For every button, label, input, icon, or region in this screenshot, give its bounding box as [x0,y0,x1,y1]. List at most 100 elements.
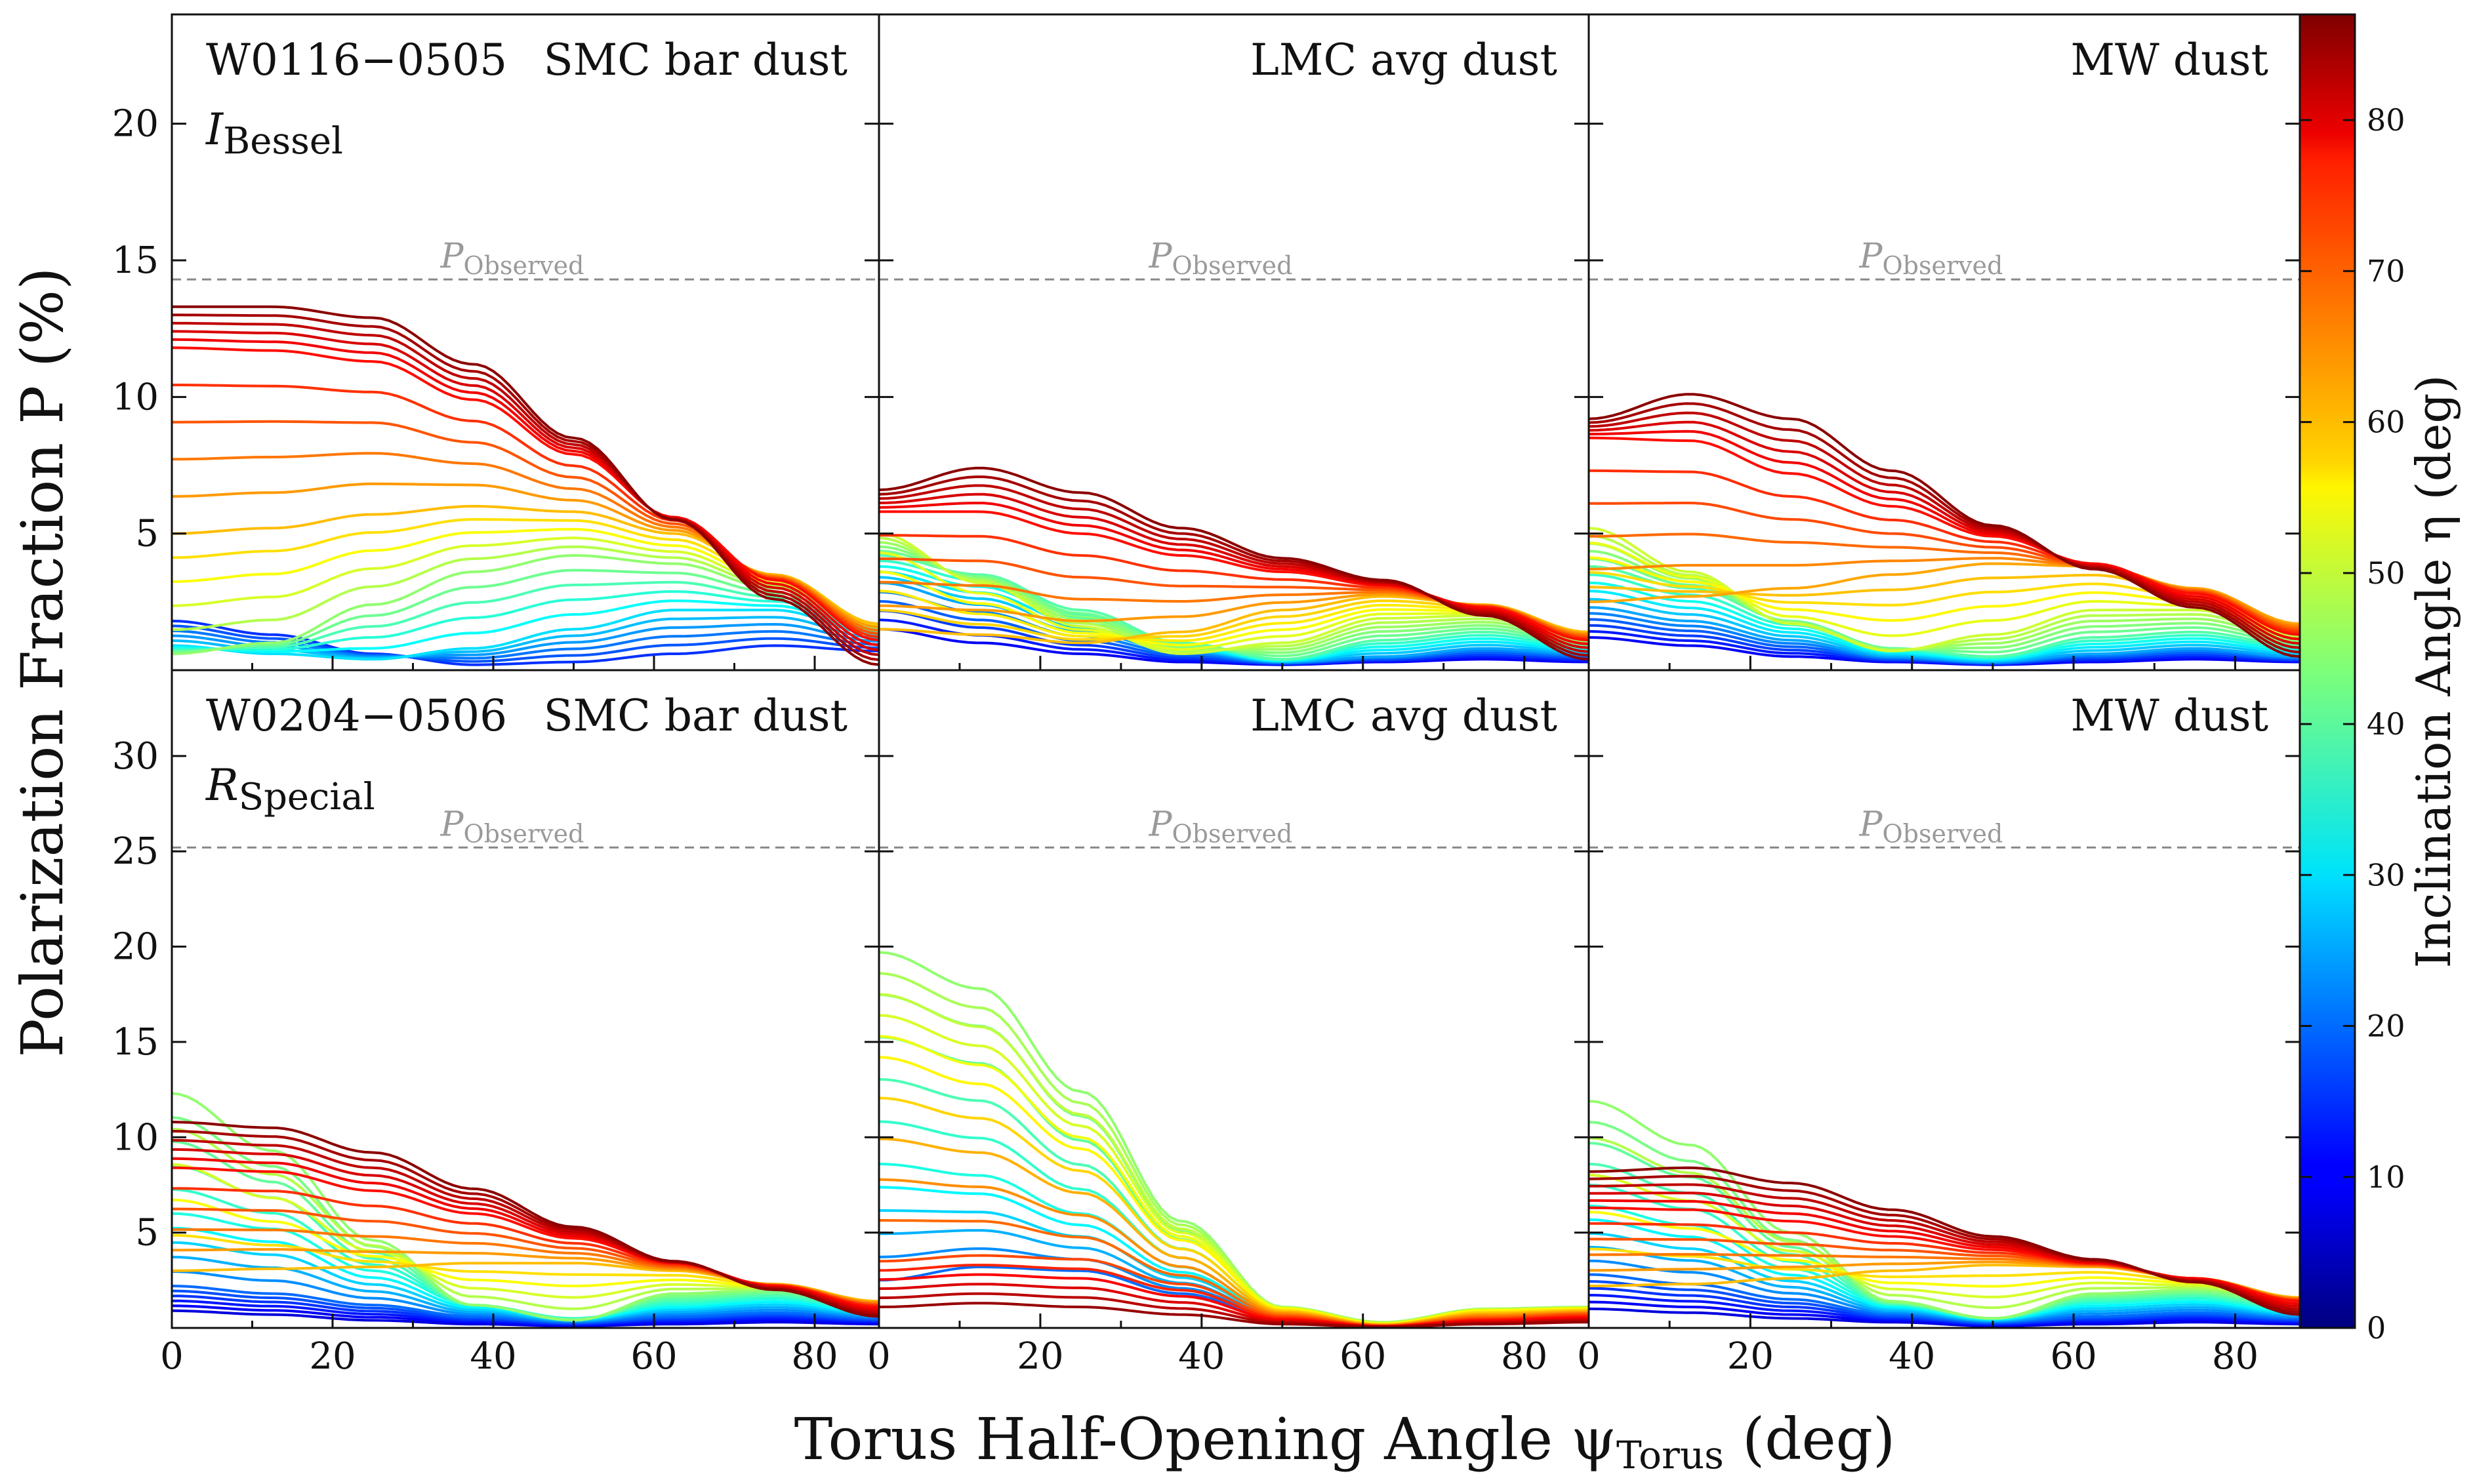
y-tick-label: 20 [112,103,159,146]
x-tick-label: 0 [867,1335,891,1378]
x-tick-label: 60 [2050,1335,2096,1378]
p-observed-label-sub: Observed [1883,251,2003,280]
x-tick-label: 20 [1017,1335,1063,1378]
series-line-eta-86 [879,466,1589,661]
y-tick-label: 10 [112,376,159,418]
series-line-eta-58 [879,1096,1589,1326]
x-tick-label: 60 [1339,1335,1386,1378]
p-observed-label-sub: Observed [464,819,584,848]
y-tick-label: 15 [112,1021,159,1064]
colorbar-tick-label: 10 [2367,1159,2405,1195]
series-line-eta-67 [879,1219,1589,1327]
series-line-eta-37 [1589,1184,2300,1320]
y-tick-label: 5 [135,1212,159,1254]
panel-0-0: PObserved 5 10 15 20 W0116−0505 IBessel SMC bar… [112,13,880,672]
y-tick-label: 10 [112,1116,159,1159]
series-line-eta-75 [879,510,1589,642]
y-tick-label: 25 [112,830,159,873]
panel-curves [879,466,1589,666]
series-line-eta-55 [879,1056,1589,1326]
dust-model-label: LMC avg dust [1250,35,1557,85]
series-line-eta-77 [1589,430,2300,641]
series-line-eta-82 [1589,411,2300,649]
panel-curves [172,1092,879,1328]
series-line-eta-77 [172,338,879,647]
x-axis-title-sub: Torus [1616,1433,1724,1477]
x-tick-label: 60 [630,1335,677,1378]
series-line-eta-45 [1589,1100,2300,1320]
series-line-eta-31 [1589,590,2300,662]
colorbar-tick-label: 30 [2367,857,2405,892]
y-axis-title: Polarization Fraction P (%) [9,268,76,1058]
p-observed-label: PObserved [1149,805,1293,848]
series-line-eta-86 [172,305,879,666]
dust-model-label: MW dust [2070,35,2268,85]
series-line-eta-54 [1589,1211,2300,1301]
panel-frame [878,13,1590,672]
x-axis-title-unit [1724,1405,1742,1473]
colorbar-tick-label: 20 [2367,1009,2405,1044]
y-tick-label: 30 [112,735,159,778]
colorbar-tick-label: 0 [2367,1310,2386,1346]
p-observed-label-main: P [1149,237,1173,276]
x-tick-label: 20 [309,1335,356,1378]
colorbar-tick-label: 60 [2367,405,2405,440]
colorbar-tick-label: 50 [2367,555,2405,591]
object-label: W0116−0505 [206,35,507,85]
p-observed-label: PObserved [440,237,584,280]
panel-1-1: PObserved 0 20 40 60 80 LMC avg dust [867,669,1590,1378]
series-line-eta-79 [172,330,879,652]
p-observed-label-main: P [440,237,464,276]
panel-curves [879,951,1589,1328]
y-tick-label: 15 [112,239,159,282]
series-line-eta-15 [172,620,879,666]
series-line-eta-85 [879,1302,1589,1328]
series-line-eta-82 [172,321,879,656]
panel-1-2: PObserved 0 20 40 60 80 MW dust [1577,669,2301,1378]
panel-curves [1589,1100,2300,1328]
series-line-eta-46 [1589,542,2300,652]
series-line-eta-46 [879,541,1589,651]
x-axis-title-main: Torus Half-Opening Angle ψ [794,1405,1616,1473]
x-tick-label: 40 [470,1335,516,1378]
y-tick-label: 5 [135,513,159,555]
colorbar: 0 10 20 30 40 50 60 70 80 Inclination Angle η (d… [2299,13,2461,1346]
panel-0-2: PObserved MW dust [1587,13,2301,672]
series-line-eta-23 [172,1270,879,1323]
x-tick-label: 80 [2212,1335,2258,1378]
band-label-sub: Special [239,776,375,818]
band-label-main: R [205,760,239,811]
panel-0-1: PObserved LMC avg dust [878,13,1590,672]
series-line-eta-86 [1589,393,2300,658]
p-observed-label-sub: Observed [1172,251,1293,280]
band-label: IBessel [205,104,343,163]
series-line-eta-84 [1589,402,2300,654]
panel-curves [1589,393,2300,666]
colorbar-tick-label: 70 [2367,253,2405,289]
x-tick-label: 80 [791,1335,838,1378]
series-line-eta-29 [172,1241,879,1321]
series-line-eta-51 [1589,1173,2300,1302]
p-observed-label: PObserved [1859,805,2003,848]
series-line-eta-79 [1589,420,2300,645]
x-tick-label: 0 [1577,1335,1601,1378]
colorbar-tick-label: 80 [2367,102,2405,138]
x-tick-label: 0 [160,1335,184,1378]
series-line-eta-25 [1589,606,2300,664]
colorbar-title: Inclination Angle η (deg) [2406,374,2461,968]
series-line-eta-20 [172,1285,879,1324]
p-observed-label-sub: Observed [464,251,584,280]
panel-curves [172,305,879,666]
series-line-eta-77 [879,501,1589,645]
band-label-sub: Bessel [223,120,343,163]
object-label: W0204−0506 [206,691,507,741]
dust-model-label: SMC bar dust [543,35,848,85]
series-line-eta-36 [172,590,879,651]
series-line-eta-64 [879,1178,1589,1327]
p-observed-label-sub: Observed [1883,819,2003,848]
p-observed-label: PObserved [440,805,584,848]
x-tick-label: 40 [1178,1335,1225,1378]
p-observed-label-main: P [1859,805,1883,844]
